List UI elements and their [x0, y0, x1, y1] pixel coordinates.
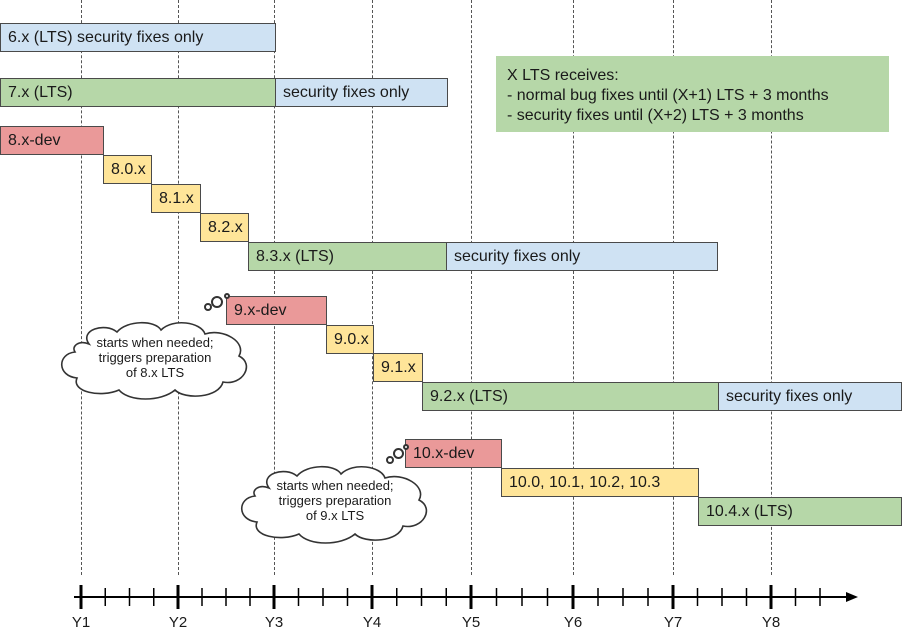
gridline-y2: [178, 0, 179, 575]
cloud-9x-shape: [60, 321, 248, 400]
gridline-y1: [81, 0, 82, 575]
timeline-arrow-icon: [846, 592, 858, 602]
bar-6x-security: 6.x (LTS) security fixes only: [0, 23, 276, 52]
note-line-1: X LTS receives:: [507, 67, 619, 84]
bar-8-3-x-security: security fixes only: [446, 242, 718, 271]
gridline-y3: [274, 0, 275, 575]
year-label-y2: Y2: [168, 614, 188, 631]
bar-9x-dev: 9.x-dev: [226, 296, 327, 325]
thought-bubble-10x-small: [386, 456, 394, 464]
year-label-y3: Y3: [264, 614, 284, 631]
cloud-10x-shape: [240, 465, 428, 544]
gridline-y5: [471, 0, 472, 575]
bar-8-1-x: 8.1.x: [151, 184, 201, 213]
note-line-3: - security fixes until (X+2) LTS + 3 mon…: [507, 107, 804, 124]
thought-bubble-9x-large: [211, 296, 223, 308]
gridline-y8: [771, 0, 772, 575]
lts-policy-note: X LTS receives: - normal bug fixes until…: [496, 56, 889, 132]
bar-7x-lts: 7.x (LTS): [0, 78, 276, 107]
thought-bubble-9x-tiny: [224, 293, 230, 299]
bar-7x-security: security fixes only: [275, 78, 448, 107]
timeline-ticks: [79, 585, 821, 609]
bar-9-1-x: 9.1.x: [373, 353, 423, 382]
bar-8x-dev: 8.x-dev: [0, 126, 104, 155]
cloud-10x: starts when needed; triggers preparation…: [237, 464, 433, 544]
cloud-10x-line-3: of 9.x LTS: [305, 508, 365, 523]
bar-8-3-x-lts: 8.3.x (LTS): [248, 242, 447, 271]
bar-8-0-x: 8.0.x: [103, 155, 152, 184]
timeline-axis: [74, 585, 858, 609]
gridline-y7: [673, 0, 674, 575]
thought-bubble-9x-small: [204, 303, 212, 311]
year-label-y7: Y7: [663, 614, 683, 631]
bar-9-2-x-security: security fixes only: [718, 382, 902, 411]
bar-10-minors: 10.0, 10.1, 10.2, 10.3: [501, 468, 699, 497]
note-line-2: - normal bug fixes until (X+1) LTS + 3 m…: [507, 87, 829, 104]
cloud-9x: starts when needed; triggers preparation…: [57, 320, 253, 400]
thought-bubble-10x-tiny: [403, 444, 409, 450]
year-label-y1: Y1: [71, 614, 91, 631]
bar-10-4-x-lts: 10.4.x (LTS): [698, 497, 902, 526]
year-label-y5: Y5: [461, 614, 481, 631]
cloud-9x-line-2: triggers preparation: [98, 350, 212, 365]
year-label-y8: Y8: [761, 614, 781, 631]
bar-9-0-x: 9.0.x: [326, 325, 374, 354]
cloud-9x-line-1: starts when needed;: [96, 335, 214, 350]
gridline-y6: [573, 0, 574, 575]
gridline-y4: [372, 0, 373, 575]
bar-9-2-x-lts: 9.2.x (LTS): [422, 382, 719, 411]
cloud-10x-line-1: starts when needed;: [276, 478, 394, 493]
bar-8-2-x: 8.2.x: [200, 213, 249, 242]
cloud-9x-line-3: of 8.x LTS: [125, 365, 185, 380]
thought-bubble-10x-large: [393, 448, 404, 459]
cloud-10x-line-2: triggers preparation: [278, 493, 392, 508]
bar-10x-dev: 10.x-dev: [405, 439, 502, 468]
year-label-y6: Y6: [563, 614, 583, 631]
year-label-y4: Y4: [362, 614, 382, 631]
